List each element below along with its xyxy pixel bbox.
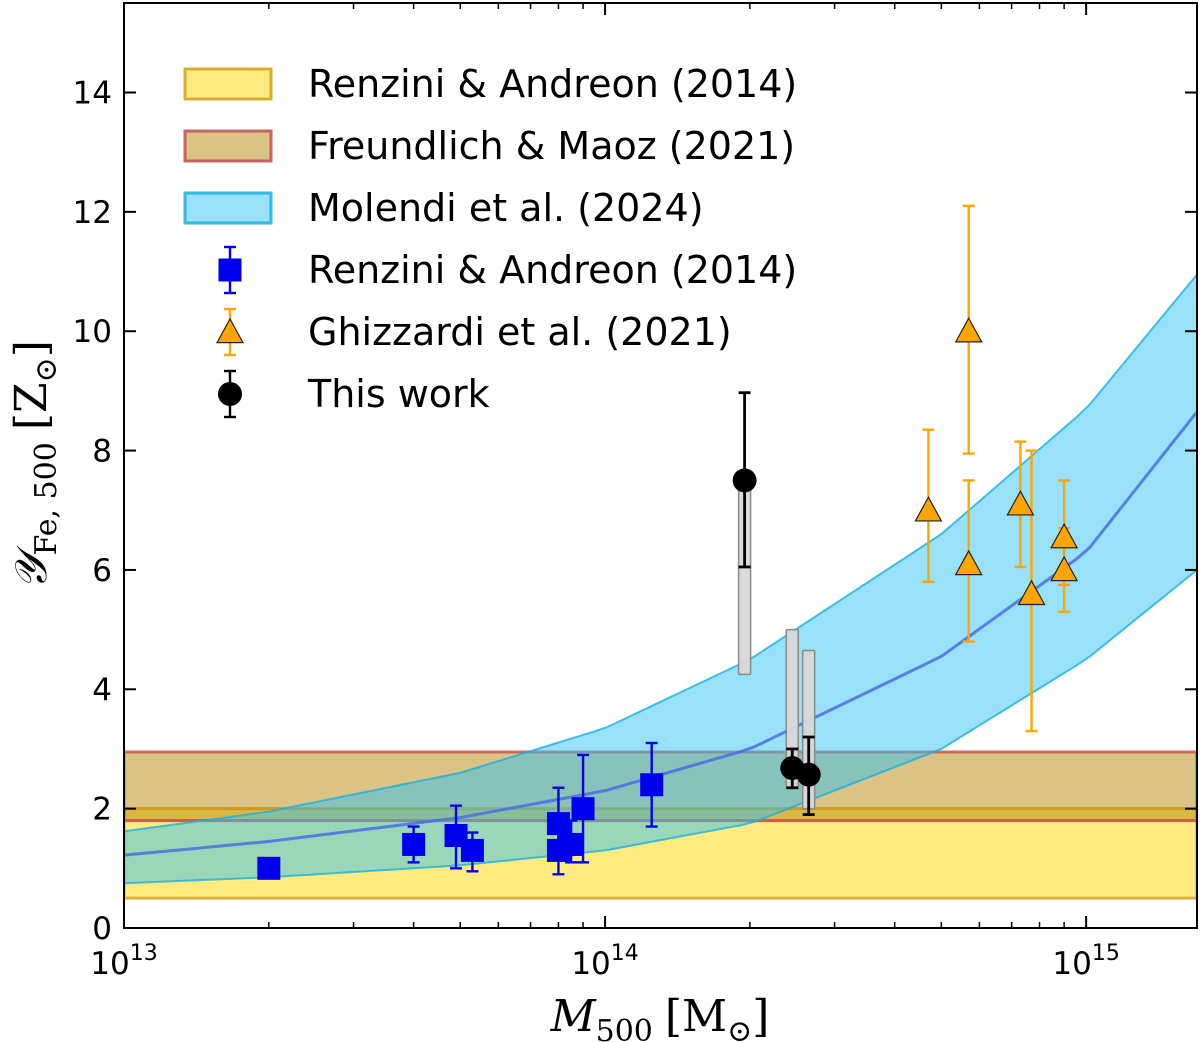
series-0-point-0 bbox=[257, 856, 281, 880]
series-1-point-6 bbox=[1050, 555, 1079, 582]
y-axis-title-unit-close: ] bbox=[6, 340, 57, 357]
x-tick-label-exp: 15 bbox=[1092, 941, 1120, 966]
series-0-point-1 bbox=[402, 832, 426, 856]
x-axis-ticks: 1013 1014 1015 bbox=[90, 3, 1120, 982]
y-tick-label-4: 8 bbox=[92, 434, 112, 470]
legend-label-0: Renzini & Andreon (2014) bbox=[308, 62, 797, 106]
legend-label-4: Ghizzardi et al. (2021) bbox=[308, 310, 732, 354]
x-axis-title: M500 [M⊙] bbox=[550, 991, 770, 1042]
y-tick-label-3: 6 bbox=[92, 553, 112, 589]
legend-swatch-0 bbox=[183, 67, 273, 101]
series-1-point-3 bbox=[1006, 490, 1035, 516]
y-tick-label-0: 0 bbox=[92, 911, 112, 947]
y-axis-title: 𝒴Fe, 500[Z⊙] bbox=[6, 340, 64, 590]
legend-marker-4 bbox=[215, 317, 245, 344]
series-1-point-1 bbox=[954, 316, 983, 343]
series-1-point-2 bbox=[954, 549, 983, 576]
x-axis-title-main: M bbox=[550, 991, 597, 1042]
series-1-point-4 bbox=[1017, 579, 1046, 606]
y-axis-title-unit: [Z bbox=[6, 382, 57, 430]
y-tick-label-5: 10 bbox=[73, 314, 112, 350]
series-1-point-5 bbox=[1050, 522, 1079, 549]
series-1-point-0 bbox=[914, 496, 943, 522]
legend-label-5: This work bbox=[307, 372, 490, 416]
legend-label-1: Freundlich & Maoz (2021) bbox=[308, 124, 795, 168]
y-tick-label-6: 12 bbox=[73, 195, 112, 231]
legend-label-3: Renzini & Andreon (2014) bbox=[308, 248, 797, 292]
y-axis-ticks: 0 2 4 6 8 10 12 14 bbox=[73, 76, 1197, 947]
x-tick-label-base: 10 bbox=[1052, 946, 1091, 982]
series-2-point-0 bbox=[732, 468, 757, 493]
x-tick-label-base: 10 bbox=[571, 946, 610, 982]
y-tick-label-7: 14 bbox=[73, 76, 112, 112]
x-tick-label-exp: 14 bbox=[611, 941, 639, 966]
series-2-point-2 bbox=[796, 762, 821, 787]
series-0-point-6 bbox=[559, 832, 583, 856]
series-0-point-5 bbox=[546, 812, 570, 836]
legend: Renzini & Andreon (2014) Freundlich & Mao… bbox=[183, 62, 797, 419]
y-tick-label-1: 2 bbox=[92, 792, 112, 828]
x-axis-title-unit-sub: ⊙ bbox=[727, 1014, 752, 1042]
y-axis-title-unit-sub: ⊙ bbox=[29, 357, 64, 382]
y-axis-title-sub: Fe, 500 bbox=[29, 442, 64, 555]
x-axis-title-unit: [M bbox=[665, 991, 727, 1042]
legend-label-2: Molendi et al. (2024) bbox=[308, 186, 704, 230]
x-tick-label-2: 1015 bbox=[1052, 941, 1119, 982]
x-tick-label-base: 10 bbox=[90, 946, 129, 982]
x-axis-title-sub: 500 bbox=[596, 1014, 653, 1042]
x-tick-label-1: 1014 bbox=[571, 941, 638, 982]
x-axis-title-unit-close: ] bbox=[752, 991, 769, 1042]
x-tick-label-0: 1013 bbox=[90, 941, 157, 982]
y-tick-label-2: 4 bbox=[92, 672, 112, 708]
legend-swatch-1 bbox=[183, 129, 273, 163]
series-0-point-7 bbox=[571, 797, 595, 821]
series-0-point-8 bbox=[640, 773, 664, 797]
legend-marker-3 bbox=[218, 258, 242, 282]
legend-marker-5 bbox=[218, 382, 242, 406]
series-0-point-3 bbox=[460, 838, 484, 862]
markers-layer bbox=[257, 316, 1079, 880]
legend-swatch-2 bbox=[183, 191, 273, 225]
x-tick-label-exp: 13 bbox=[130, 941, 158, 966]
bands-layer bbox=[124, 272, 1197, 900]
plot-frame bbox=[123, 2, 1198, 929]
